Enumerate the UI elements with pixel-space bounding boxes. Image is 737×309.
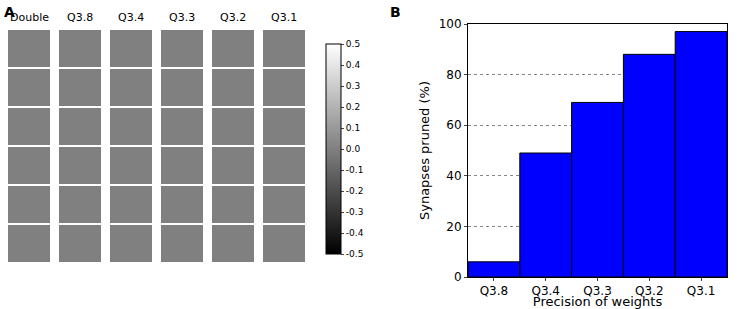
svg-text:Q3.4: Q3.4	[118, 11, 144, 24]
svg-text:Q3.8: Q3.8	[67, 11, 93, 24]
svg-text:20: 20	[446, 220, 461, 234]
svg-text:0.0: 0.0	[346, 144, 361, 154]
svg-text:Q3.8: Q3.8	[480, 284, 509, 298]
svg-text:Q3.3: Q3.3	[169, 11, 195, 24]
svg-text:Synapses pruned (%): Synapses pruned (%)	[417, 81, 432, 220]
svg-text:0.3: 0.3	[346, 81, 360, 91]
svg-text:-0.4: -0.4	[346, 228, 364, 238]
svg-text:Q3.2: Q3.2	[220, 11, 246, 24]
svg-text:Q3.4: Q3.4	[531, 284, 560, 298]
svg-text:Q3.1: Q3.1	[687, 284, 716, 298]
svg-text:B: B	[390, 4, 401, 20]
svg-text:60: 60	[446, 118, 461, 132]
svg-text:A: A	[4, 4, 15, 20]
svg-text:-0.2: -0.2	[346, 186, 364, 196]
svg-text:Q3.1: Q3.1	[271, 11, 297, 24]
svg-text:Precision of weights: Precision of weights	[533, 294, 663, 309]
svg-text:-0.1: -0.1	[346, 165, 364, 175]
svg-text:0.2: 0.2	[346, 102, 360, 112]
svg-text:80: 80	[446, 68, 461, 82]
svg-text:Q3.3: Q3.3	[583, 284, 612, 298]
svg-text:40: 40	[446, 169, 461, 183]
svg-text:-0.3: -0.3	[346, 207, 364, 217]
svg-text:0: 0	[454, 270, 462, 284]
svg-text:0.5: 0.5	[346, 39, 360, 49]
svg-text:0.1: 0.1	[346, 123, 360, 133]
svg-text:-0.5: -0.5	[346, 249, 364, 259]
svg-text:0.4: 0.4	[346, 60, 361, 70]
svg-text:Q3.2: Q3.2	[635, 284, 664, 298]
svg-text:100: 100	[439, 17, 462, 31]
svg-text:Double: Double	[10, 11, 49, 24]
